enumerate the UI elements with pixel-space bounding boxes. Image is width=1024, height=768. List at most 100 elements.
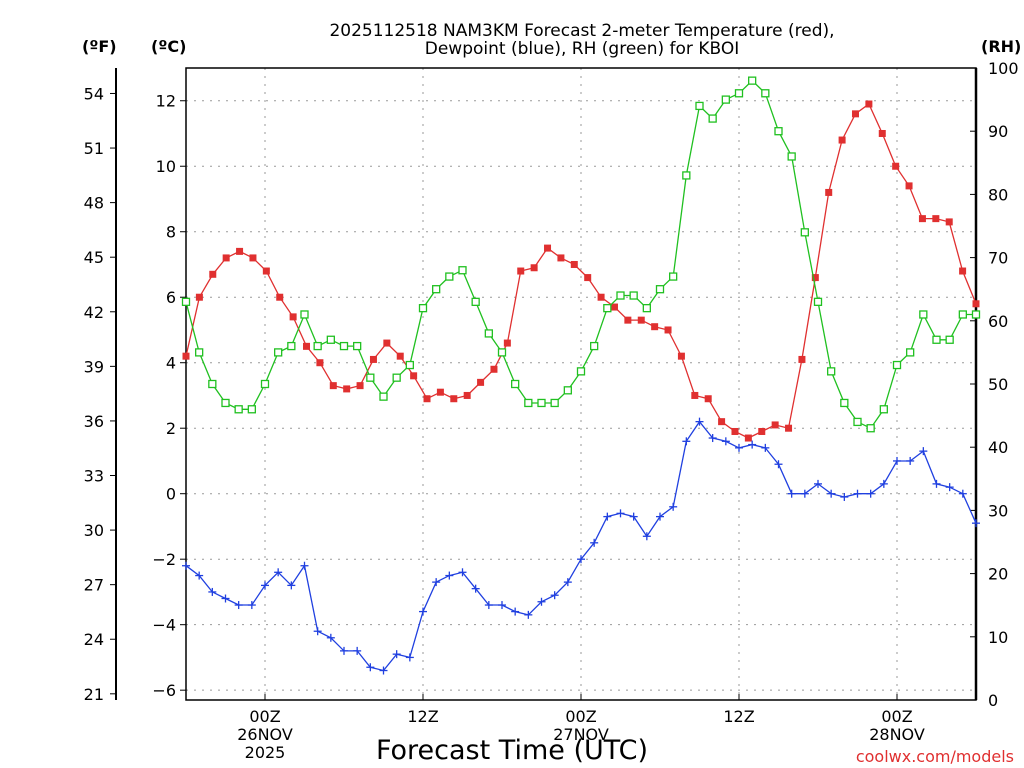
series-rh	[181, 76, 981, 433]
dewpoint-point	[669, 502, 678, 511]
rh-point	[339, 341, 349, 351]
temperature-point	[249, 254, 257, 262]
dewpoint-point	[735, 443, 743, 452]
temperature-point	[610, 303, 618, 311]
dewpoint-point	[590, 538, 599, 547]
dewpoint-point	[616, 509, 625, 518]
temperature-point	[718, 418, 726, 426]
rh-tick-label: 10	[988, 628, 1008, 647]
rh-point	[313, 341, 322, 351]
dewpoint-point	[524, 610, 533, 619]
rh-point	[497, 348, 507, 357]
dewpoint-point	[379, 666, 388, 675]
rh-tick-label: 70	[988, 249, 1008, 268]
rh-point	[919, 310, 928, 319]
rh-point	[221, 398, 230, 408]
dewpoint-point	[300, 561, 309, 570]
temperature-point	[704, 395, 712, 403]
rh-point	[682, 171, 691, 180]
dewpoint-point	[563, 578, 572, 587]
rh-point	[761, 89, 770, 98]
rh-point	[471, 297, 480, 306]
rh-point	[247, 405, 256, 414]
temperature-point	[932, 215, 940, 223]
rh-point	[353, 341, 362, 351]
rh-point	[708, 114, 717, 123]
temperature-point	[637, 316, 645, 324]
x-tick-label: 2025	[245, 743, 286, 762]
temperature-point	[557, 254, 565, 262]
temperature-point	[838, 136, 846, 144]
dewpoint-point	[221, 594, 230, 603]
data-series	[181, 76, 981, 675]
rh-point	[827, 367, 836, 376]
dewpoint-point	[274, 568, 283, 577]
dewpoint-point	[642, 532, 651, 541]
temperature-point	[597, 293, 605, 301]
temperature-point	[892, 162, 900, 170]
temperature-point	[825, 188, 833, 196]
rh-tick-label: 40	[988, 438, 1008, 457]
dewpoint-point	[932, 479, 941, 488]
temperature-point	[436, 388, 444, 396]
x-tick-label: 28NOV	[869, 725, 925, 744]
rh-point	[445, 272, 454, 281]
dewpoint-point	[774, 460, 783, 469]
celsius-tick-label: 4	[166, 354, 176, 373]
dewpoint-point	[800, 489, 809, 498]
dewpoint-point	[247, 601, 256, 610]
rh-point	[590, 341, 599, 351]
temperature-point	[450, 395, 458, 403]
dewpoint-point	[879, 479, 888, 488]
dewpoint-point	[893, 456, 901, 465]
rh-point	[234, 405, 243, 414]
rh-point	[432, 285, 441, 294]
temperature-point	[959, 267, 967, 275]
temperature-point	[945, 218, 953, 226]
temperature-point	[316, 359, 324, 367]
rh-point	[405, 360, 414, 370]
celsius-tick-label: 10	[156, 157, 176, 176]
dewpoint-point	[721, 437, 730, 446]
rh-unit-label: (RH)	[981, 37, 1021, 56]
temperature-point	[771, 421, 779, 429]
rh-point	[616, 291, 625, 300]
tick-labels: 121086420−2−4−65451484542393633302724211…	[84, 59, 1019, 762]
rh-point	[603, 304, 612, 313]
temperature-point	[289, 313, 297, 321]
dewpoint-point	[326, 633, 335, 642]
temperature-point	[798, 355, 806, 363]
x-tick-label: 00Z	[881, 707, 912, 726]
dewpoint-point	[287, 581, 296, 590]
fahrenheit-tick-label: 30	[84, 521, 104, 540]
dewpoint-point	[195, 571, 204, 580]
rh-point	[945, 335, 954, 344]
x-axis-label: Forecast Time (UTC)	[376, 735, 648, 766]
dewpoint-point	[484, 601, 493, 610]
rh-point	[669, 272, 678, 281]
rh-point	[511, 379, 520, 389]
dewpoint-point	[498, 601, 506, 610]
temperature-point	[785, 424, 793, 432]
temperature-point	[463, 391, 471, 399]
rh-point	[458, 266, 467, 275]
fahrenheit-tick-label: 36	[84, 412, 104, 431]
rh-point	[181, 297, 191, 306]
chart-title-line2: Dewpoint (blue), RH (green) for KBOI	[425, 39, 739, 59]
dewpoint-point	[958, 489, 967, 498]
temperature-point	[343, 385, 351, 393]
rh-point	[379, 392, 388, 401]
rh-point	[879, 405, 888, 414]
rh-point	[195, 348, 204, 357]
temperature-point	[182, 352, 190, 360]
dewpoint-point	[405, 653, 414, 662]
rh-point	[787, 152, 796, 161]
celsius-tick-label: 12	[156, 92, 176, 111]
rh-point	[853, 417, 862, 427]
fahrenheit-tick-label: 24	[84, 630, 104, 649]
dewpoint-point	[261, 581, 269, 590]
series-temperature	[182, 100, 980, 442]
rh-point	[748, 76, 757, 85]
rh-tick-label: 20	[988, 565, 1008, 584]
